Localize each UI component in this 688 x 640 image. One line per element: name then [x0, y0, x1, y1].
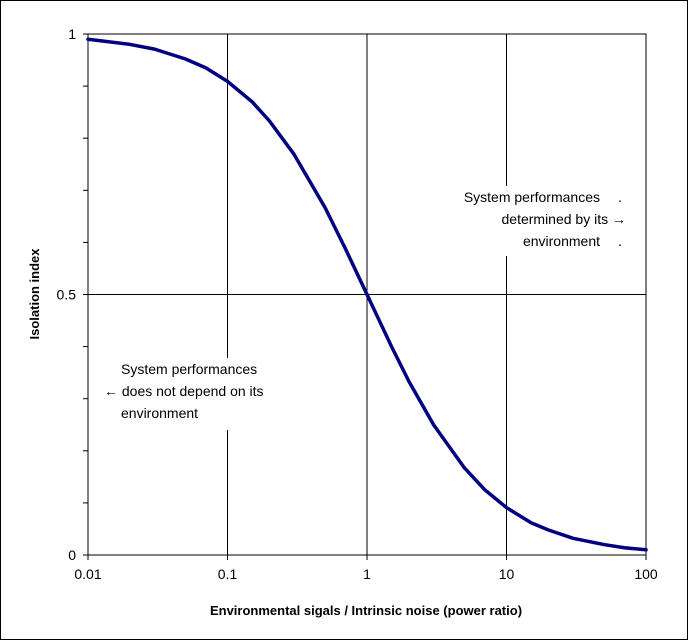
annotation-right: System performances determined by its → …	[464, 189, 626, 249]
series-layer	[86, 37, 648, 552]
x-tick-label: 0.01	[74, 566, 101, 582]
annotation-right-line-1: System performances	[464, 189, 600, 205]
annotation-left-bg	[100, 358, 300, 430]
annotation-left-line-2: ← does not depend on its	[104, 383, 264, 399]
x-tick-label: 10	[499, 566, 515, 582]
annotation-right-dot-1: .	[618, 189, 622, 205]
annotation-right-bg	[440, 186, 632, 256]
annotation-right-line-3: environment	[523, 233, 600, 249]
annotation-right-line-2: determined by its →	[502, 211, 627, 227]
x-tick-label: 0.1	[218, 566, 238, 582]
x-axis-ticks: 0.01 0.1 1 10 100	[74, 555, 658, 582]
annotation-left-line-3: environment	[121, 405, 198, 421]
series-line	[86, 37, 648, 552]
x-tick-label: 1	[363, 566, 371, 582]
y-tick-label: 0	[68, 547, 76, 563]
y-tick-label: 1	[68, 26, 76, 42]
annotation-left-line-1: System performances	[121, 361, 257, 377]
annotation-right-dot-3: .	[618, 233, 622, 249]
x-tick-label: 100	[634, 566, 658, 582]
annotation-left: System performances ← does not depend on…	[104, 361, 264, 421]
y-tick-label: 0.5	[57, 287, 77, 303]
x-axis-label: Environmental sigals / Intrinsic noise (…	[210, 603, 522, 618]
y-axis-ticks: 00.51	[57, 26, 88, 563]
y-axis-label: Isolation index	[27, 248, 42, 340]
